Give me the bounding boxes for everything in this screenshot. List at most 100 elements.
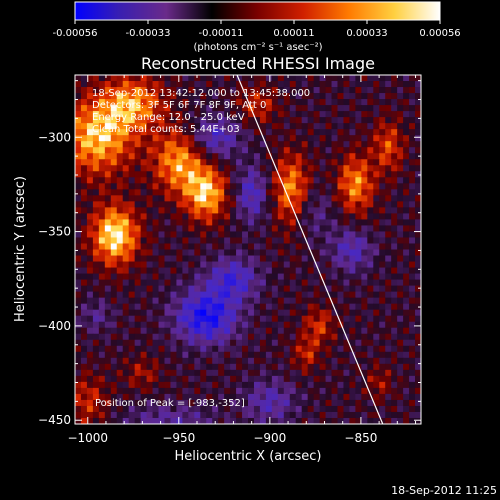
heatmap-cell — [313, 171, 321, 178]
heatmap-cell — [134, 99, 142, 106]
heatmap-cell — [397, 315, 404, 323]
heatmap-cell — [403, 387, 410, 395]
heatmap-cell — [170, 213, 178, 221]
heatmap-cell — [253, 273, 261, 281]
heatmap-cell — [385, 321, 392, 329]
heatmap-cell — [128, 249, 136, 257]
heatmap-cell — [349, 207, 356, 214]
heatmap-cell — [236, 411, 243, 419]
heatmap-cell — [271, 129, 279, 136]
heatmap-cell — [200, 231, 207, 239]
heatmap-cell — [116, 117, 124, 124]
heatmap-cell — [283, 93, 291, 100]
heatmap-cell — [415, 111, 421, 118]
heatmap-cell — [271, 111, 279, 118]
heatmap-cell — [337, 285, 345, 293]
heatmap-cell — [367, 147, 374, 154]
heatmap-cell — [397, 381, 404, 389]
heatmap-cell — [379, 147, 386, 154]
heatmap-cell — [301, 261, 309, 269]
heatmap-cell — [242, 93, 249, 100]
heatmap-cell — [289, 243, 297, 251]
heatmap-cell — [319, 225, 327, 233]
heatmap-cell — [313, 129, 321, 136]
heatmap-cell — [146, 117, 154, 124]
heatmap-cell — [164, 345, 172, 353]
heatmap-cell — [283, 153, 291, 160]
heatmap-cell — [194, 327, 201, 335]
heatmap-cell — [325, 387, 333, 395]
heatmap-cell — [134, 375, 142, 383]
heatmap-cell — [134, 81, 142, 88]
heatmap-cell — [92, 303, 100, 311]
heatmap-cell — [379, 351, 386, 359]
heatmap-cell — [349, 297, 356, 305]
heatmap-cell — [337, 231, 345, 239]
heatmap-cell — [397, 387, 404, 395]
heatmap-cell — [259, 147, 267, 154]
heatmap-cell — [80, 255, 88, 263]
heatmap-cell — [409, 225, 416, 233]
heatmap-cell — [218, 117, 225, 124]
heatmap-cell — [98, 111, 106, 118]
heatmap-cell — [295, 267, 303, 275]
heatmap-cell — [277, 333, 285, 341]
heatmap-cell — [218, 375, 225, 383]
heatmap-cell — [403, 417, 410, 424]
heatmap-cell — [283, 309, 291, 317]
heatmap-cell — [116, 141, 124, 148]
heatmap-cell — [259, 117, 267, 124]
heatmap-cell — [367, 351, 374, 359]
heatmap-cell — [182, 219, 189, 227]
heatmap-cell — [277, 357, 285, 365]
heatmap-cell — [367, 189, 374, 196]
heatmap-cell — [224, 321, 231, 329]
heatmap-cell — [122, 333, 130, 341]
heatmap-cell — [271, 297, 279, 305]
heatmap-cell — [230, 369, 237, 377]
heatmap-cell — [80, 201, 88, 208]
heatmap-cell — [259, 75, 267, 82]
heatmap-cell — [337, 111, 345, 118]
heatmap-cell — [295, 321, 303, 329]
heatmap-cell — [116, 375, 124, 383]
heatmap-cell — [92, 405, 100, 413]
heatmap-cell — [325, 285, 333, 293]
heatmap-cell — [122, 297, 130, 305]
heatmap-cell — [265, 213, 273, 221]
heatmap-cell — [158, 81, 166, 88]
heatmap-cell — [158, 93, 166, 100]
heatmap-cell — [218, 183, 225, 190]
heatmap-cell — [176, 369, 183, 377]
heatmap-cell — [349, 141, 356, 148]
heatmap-cell — [170, 345, 178, 353]
heatmap-cell — [194, 183, 201, 190]
heatmap-cell — [355, 177, 362, 184]
heatmap-cell — [170, 261, 178, 269]
heatmap-cell — [176, 195, 183, 202]
heatmap-cell — [194, 177, 201, 184]
heatmap-cell — [355, 369, 362, 377]
heatmap-cell — [409, 405, 416, 413]
heatmap-cell — [361, 81, 368, 88]
heatmap-cell — [98, 219, 106, 227]
heatmap-cell — [98, 105, 106, 112]
heatmap-cell — [206, 303, 213, 311]
heatmap-cell — [379, 333, 386, 341]
heatmap-cell — [128, 327, 136, 335]
heatmap-cell — [331, 297, 339, 305]
heatmap-cell — [373, 117, 380, 124]
heatmap-cell — [343, 399, 351, 407]
heatmap-cell — [188, 225, 195, 233]
heatmap-cell — [307, 285, 315, 293]
heatmap-cell — [98, 411, 106, 419]
heatmap-cell — [301, 93, 309, 100]
heatmap-cell — [373, 135, 380, 142]
heatmap-cell — [86, 303, 94, 311]
heatmap-cell — [355, 201, 362, 208]
heatmap-cell — [140, 183, 148, 190]
heatmap-cell — [182, 207, 189, 214]
heatmap-cell — [259, 399, 267, 407]
heatmap-cell — [75, 111, 82, 118]
heatmap-cell — [200, 399, 207, 407]
